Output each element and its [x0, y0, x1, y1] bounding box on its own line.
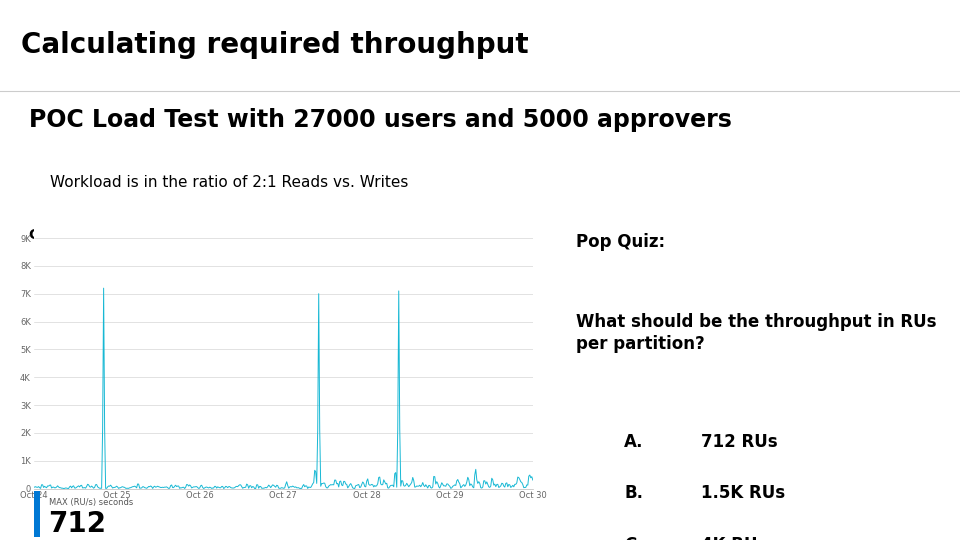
Text: 712 RUs: 712 RUs [701, 433, 778, 451]
Text: What should be the throughput in RUs
per partition?: What should be the throughput in RUs per… [576, 313, 937, 353]
Text: Calculating required throughput: Calculating required throughput [21, 31, 529, 59]
Text: 4K RUs: 4K RUs [701, 536, 767, 540]
Text: Workload is in the ratio of 2:1 Reads vs. Writes: Workload is in the ratio of 2:1 Reads vs… [50, 175, 408, 190]
Text: Graph: Max consumed RUs per partition key range: Graph: Max consumed RUs per partition ke… [29, 228, 425, 242]
Text: A.: A. [624, 433, 643, 451]
Text: POC Load Test with 27000 users and 5000 approvers: POC Load Test with 27000 users and 5000 … [29, 108, 732, 132]
Text: B.: B. [624, 484, 643, 502]
Bar [34, 491, 40, 537]
Text: C.: C. [624, 536, 642, 540]
Text: 712: 712 [49, 510, 107, 538]
Text: Pop Quiz:: Pop Quiz: [576, 233, 665, 251]
Text: 1.5K RUs: 1.5K RUs [701, 484, 785, 502]
Text: MAX (RU/s) seconds: MAX (RU/s) seconds [49, 498, 132, 507]
